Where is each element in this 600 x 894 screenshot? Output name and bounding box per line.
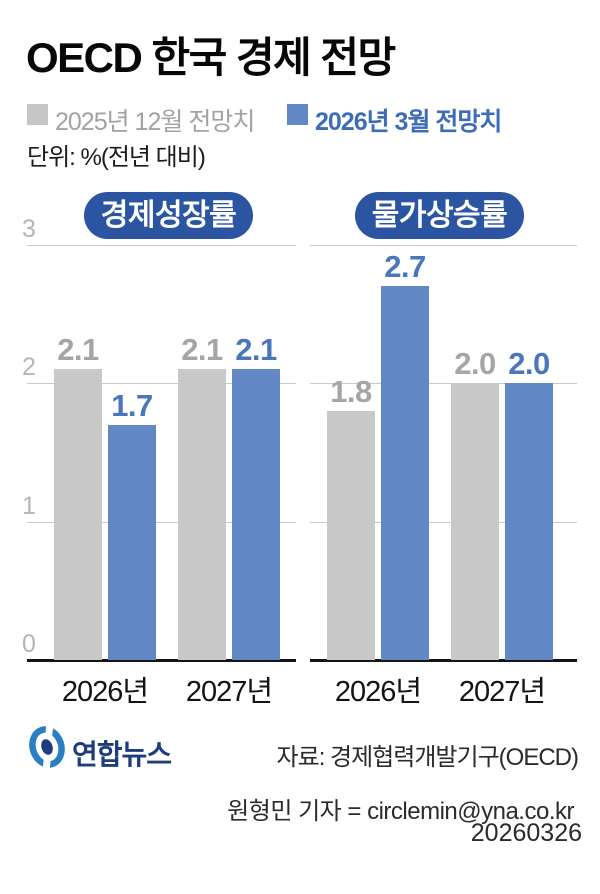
y-tick-2: 2	[22, 353, 36, 381]
value-label-경제성장률-2027년-series0: 2.1	[181, 332, 223, 368]
yonhap-logo: 연합뉴스	[26, 723, 226, 773]
value-label-물가상승률-2027년-series1: 2.0	[508, 346, 550, 381]
publication-date: 20260326	[470, 819, 582, 847]
bar-경제성장률-2027년-series0	[178, 369, 226, 660]
x-label-1-1: 2027년	[458, 676, 546, 708]
yonhap-logo-icon	[29, 723, 65, 773]
bar-경제성장률-2027년-series1	[232, 369, 280, 660]
page-title: OECD 한국 경제 전망	[26, 34, 396, 81]
value-label-경제성장률-2027년-series1: 2.1	[235, 332, 277, 368]
x-label-0-1: 2027년	[185, 676, 273, 708]
bar-물가상승률-2026년-series0	[327, 410, 375, 660]
legend-label-current: 2026년 3월 전망치	[315, 108, 502, 136]
value-label-물가상승률-2026년-series1: 2.7	[384, 249, 426, 285]
reporter-byline: 원형민 기자 = circlemin@yna.co.kr	[227, 798, 574, 825]
chart-badge-inflation: 물가상승률	[355, 192, 524, 239]
x-axis-line-1	[310, 659, 577, 662]
y-tick-0: 0	[22, 630, 36, 658]
chart-badge-growth: 경제성장률	[84, 192, 253, 239]
y-tick-3: 3	[22, 214, 36, 243]
bar-물가상승률-2026년-series1	[381, 286, 429, 660]
bar-물가상승률-2027년-series1	[505, 383, 553, 660]
bar-경제성장률-2026년-series1	[108, 424, 156, 660]
yonhap-logo-text: 연합뉴스	[72, 739, 172, 770]
bar-물가상승률-2027년-series0	[451, 383, 499, 660]
y-tick-1: 1	[22, 491, 36, 520]
x-label-0-0: 2026년	[61, 676, 149, 708]
value-label-경제성장률-2026년-series0: 2.1	[57, 332, 99, 368]
unit-label: 단위: %(전년 대비)	[27, 144, 206, 171]
legend-swatch-gray	[27, 104, 48, 125]
value-label-경제성장률-2026년-series1: 1.7	[111, 387, 153, 423]
value-label-물가상승률-2027년-series0: 2.0	[454, 346, 496, 381]
gridline-1	[310, 383, 577, 384]
x-axis-line-0	[27, 659, 296, 662]
gridline-0	[27, 244, 296, 246]
gridline-1	[310, 244, 577, 246]
x-label-1-0: 2026년	[334, 676, 422, 708]
gridline-1	[310, 521, 577, 523]
bar-경제성장률-2026년-series0	[54, 369, 102, 660]
legend-label-previous: 2025년 12월 전망치	[55, 108, 255, 136]
value-label-물가상승률-2026년-series0: 1.8	[330, 373, 372, 409]
gridline-0	[27, 521, 296, 523]
source-credit: 자료: 경제협력개발기구(OECD)	[276, 744, 579, 771]
gridline-0	[27, 383, 296, 384]
legend-swatch-blue	[287, 104, 308, 125]
